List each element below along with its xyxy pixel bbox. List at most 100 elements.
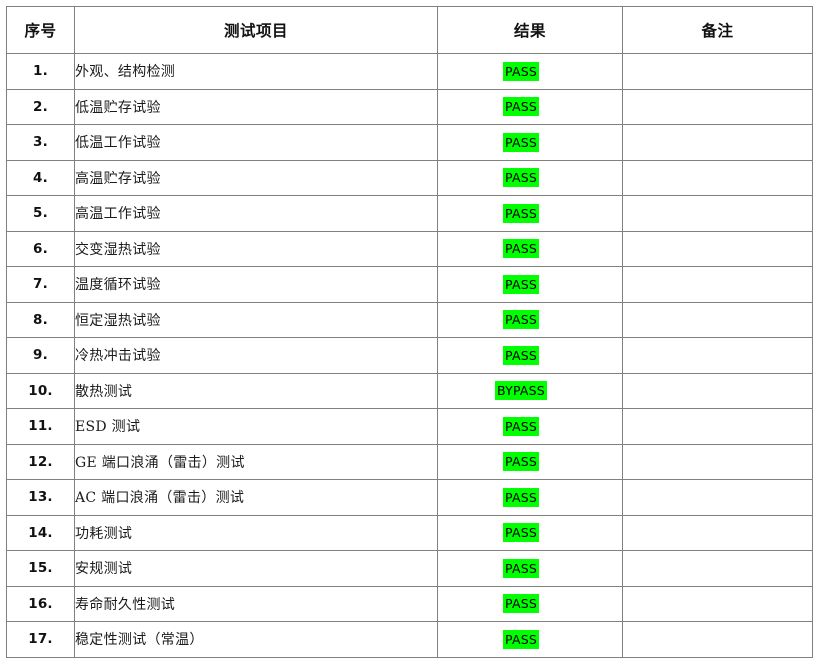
result-status-badge: PASS — [503, 558, 539, 578]
row-index-cell: 2. — [6, 88, 75, 125]
row-index-cell: 3. — [6, 124, 75, 161]
remark-cell — [622, 230, 813, 267]
column-header-result: 结果 — [437, 6, 623, 54]
remark-cell — [622, 550, 813, 587]
test-item-cell: 稳定性测试（常温） — [74, 621, 438, 658]
table-row: 15. 安规测试 PASS — [6, 550, 813, 587]
table-row: 2. 低温贮存试验 PASS — [6, 88, 813, 125]
result-status-badge: PASS — [503, 203, 539, 223]
test-result-cell: PASS — [437, 159, 623, 196]
table-row: 5. 高温工作试验 PASS — [6, 195, 813, 232]
row-index-cell: 5. — [6, 195, 75, 232]
row-index-cell: 11. — [6, 408, 75, 445]
table-row: 11. ESD 测试 PASS — [6, 408, 813, 445]
result-status-badge: PASS — [503, 168, 539, 188]
remark-cell — [622, 266, 813, 303]
test-item-cell: 交变湿热试验 — [74, 230, 438, 267]
test-result-cell: PASS — [437, 124, 623, 161]
table-row: 14. 功耗测试 PASS — [6, 514, 813, 551]
row-index-cell: 8. — [6, 301, 75, 338]
test-item-cell: 外观、结构检测 — [74, 53, 438, 90]
result-status-badge: BYPASS — [495, 381, 547, 401]
table-row: 16. 寿命耐久性测试 PASS — [6, 585, 813, 622]
remark-cell — [622, 443, 813, 480]
table-row: 4. 高温贮存试验 PASS — [6, 159, 813, 196]
remark-cell — [622, 621, 813, 658]
test-item-cell: 散热测试 — [74, 372, 438, 409]
test-result-cell: PASS — [437, 550, 623, 587]
table-row: 8. 恒定湿热试验 PASS — [6, 301, 813, 338]
test-result-cell: PASS — [437, 585, 623, 622]
result-status-badge: PASS — [503, 523, 539, 543]
result-status-badge: PASS — [503, 594, 539, 614]
table-row: 3. 低温工作试验 PASS — [6, 124, 813, 161]
test-result-cell: PASS — [437, 266, 623, 303]
table-row: 13. AC 端口浪涌（雷击）测试 PASS — [6, 479, 813, 516]
table-row: 6. 交变湿热试验 PASS — [6, 230, 813, 267]
column-header-item: 测试项目 — [74, 6, 438, 54]
test-result-cell: PASS — [437, 195, 623, 232]
test-item-cell: AC 端口浪涌（雷击）测试 — [74, 479, 438, 516]
test-result-cell: PASS — [437, 514, 623, 551]
remark-cell — [622, 88, 813, 125]
table-row: 10. 散热测试 BYPASS — [6, 372, 813, 409]
row-index-cell: 16. — [6, 585, 75, 622]
test-item-cell: 低温贮存试验 — [74, 88, 438, 125]
result-status-badge: PASS — [503, 629, 539, 649]
result-status-badge: PASS — [503, 452, 539, 472]
test-result-cell: PASS — [437, 53, 623, 90]
table-row: 12. GE 端口浪涌（雷击）测试 PASS — [6, 443, 813, 480]
result-status-badge: PASS — [503, 61, 539, 81]
row-index-cell: 13. — [6, 479, 75, 516]
test-item-cell: 安规测试 — [74, 550, 438, 587]
test-item-cell: 低温工作试验 — [74, 124, 438, 161]
test-result-cell: PASS — [437, 621, 623, 658]
test-result-cell: BYPASS — [437, 372, 623, 409]
test-result-cell: PASS — [437, 230, 623, 267]
test-result-cell: PASS — [437, 88, 623, 125]
row-index-cell: 1. — [6, 53, 75, 90]
row-index-cell: 14. — [6, 514, 75, 551]
result-status-badge: PASS — [503, 239, 539, 259]
column-header-no: 序号 — [6, 6, 75, 54]
remark-cell — [622, 372, 813, 409]
test-item-cell: 冷热冲击试验 — [74, 337, 438, 374]
row-index-cell: 17. — [6, 621, 75, 658]
remark-cell — [622, 301, 813, 338]
test-result-cell: PASS — [437, 408, 623, 445]
remark-cell — [622, 514, 813, 551]
test-result-cell: PASS — [437, 443, 623, 480]
row-index-cell: 6. — [6, 230, 75, 267]
test-item-cell: GE 端口浪涌（雷击）测试 — [74, 443, 438, 480]
table-row: 9. 冷热冲击试验 PASS — [6, 337, 813, 374]
test-item-cell: 温度循环试验 — [74, 266, 438, 303]
test-item-cell: 功耗测试 — [74, 514, 438, 551]
remark-cell — [622, 585, 813, 622]
test-item-cell: ESD 测试 — [74, 408, 438, 445]
test-item-cell: 寿命耐久性测试 — [74, 585, 438, 622]
row-index-cell: 9. — [6, 337, 75, 374]
test-item-cell: 恒定湿热试验 — [74, 301, 438, 338]
test-item-cell: 高温贮存试验 — [74, 159, 438, 196]
table-header: 序号 测试项目 结果 备注 — [6, 6, 813, 54]
row-index-cell: 10. — [6, 372, 75, 409]
test-result-table: 序号 测试项目 结果 备注 1. 外观、结构检测 PASS 2. 低温贮存试验 PASS 3… — [6, 6, 813, 658]
remark-cell — [622, 159, 813, 196]
row-index-cell: 12. — [6, 443, 75, 480]
remark-cell — [622, 408, 813, 445]
result-status-badge: PASS — [503, 310, 539, 330]
result-status-badge: PASS — [503, 487, 539, 507]
table-row: 1. 外观、结构检测 PASS — [6, 53, 813, 90]
remark-cell — [622, 479, 813, 516]
remark-cell — [622, 124, 813, 161]
test-result-cell: PASS — [437, 337, 623, 374]
test-result-cell: PASS — [437, 301, 623, 338]
test-item-cell: 高温工作试验 — [74, 195, 438, 232]
result-status-badge: PASS — [503, 97, 539, 117]
test-result-cell: PASS — [437, 479, 623, 516]
remark-cell — [622, 195, 813, 232]
column-header-remark: 备注 — [622, 6, 813, 54]
row-index-cell: 4. — [6, 159, 75, 196]
row-index-cell: 15. — [6, 550, 75, 587]
